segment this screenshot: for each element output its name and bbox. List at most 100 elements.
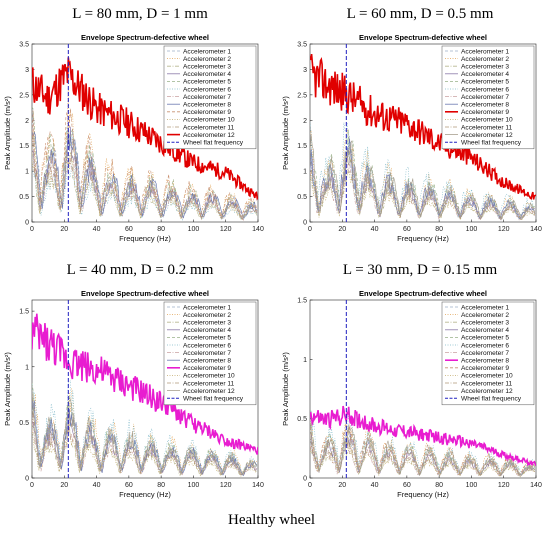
x-tick-label: 80 — [157, 482, 165, 489]
legend-label: Accelerometer 2 — [461, 312, 509, 319]
legend-label: Accelerometer 10 — [183, 373, 235, 380]
legend-label: Accelerometer 1 — [183, 48, 231, 55]
legend-label: Accelerometer 6 — [461, 86, 509, 93]
x-tick-label: 120 — [498, 482, 510, 489]
series-line-accelerometer-8 — [310, 405, 536, 467]
caption-panel-1: L = 80 mm, D = 1 mm — [72, 6, 208, 22]
legend-label: Accelerometer 6 — [183, 86, 231, 93]
legend-label: Accelerometer 11 — [461, 380, 513, 387]
legend-label: Wheel flat frequency — [461, 140, 522, 147]
legend-box — [163, 45, 257, 150]
series-line-accelerometer-5 — [310, 428, 536, 476]
x-tick-label: 100 — [188, 482, 200, 489]
data-layer — [310, 405, 536, 478]
legend-label: Accelerometer 2 — [183, 56, 231, 63]
legend-label: Accelerometer 4 — [183, 327, 231, 334]
series-line-accelerometer-11 — [310, 148, 536, 221]
legend-label: Accelerometer 10 — [183, 117, 235, 124]
y-tick-label: 2.5 — [19, 92, 29, 99]
x-tick-label: 60 — [403, 482, 411, 489]
legend-label: Accelerometer 12 — [461, 132, 513, 139]
series-line-accelerometer-9 — [32, 108, 258, 219]
y-tick-label: 0 — [25, 220, 29, 227]
x-tick-label: 40 — [371, 226, 379, 233]
series-line-accelerometer-12 — [310, 422, 536, 476]
y-tick-label: 1 — [303, 169, 307, 176]
legend-label: Accelerometer 1 — [183, 304, 231, 311]
legend-label: Accelerometer 8 — [183, 102, 231, 109]
x-tick-label: 140 — [252, 226, 264, 233]
legend-label: Accelerometer 3 — [183, 64, 231, 71]
legend-label: Accelerometer 3 — [461, 64, 509, 71]
legend-label: Accelerometer 3 — [461, 320, 509, 327]
series-line-accelerometer-11 — [32, 409, 258, 477]
y-tick-label: 3 — [25, 67, 29, 74]
legend-box — [163, 301, 257, 406]
x-tick-label: 0 — [30, 226, 34, 233]
series-line-accelerometer-11 — [310, 433, 536, 477]
y-tick-label: 3 — [303, 67, 307, 74]
legend-box — [441, 301, 535, 406]
x-tick-label: 20 — [60, 226, 68, 233]
y-tick-label: 3.5 — [297, 42, 307, 49]
legend-label: Accelerometer 12 — [461, 388, 513, 395]
series-line-accelerometer-2 — [310, 420, 536, 476]
legend-box — [441, 45, 535, 150]
y-tick-label: 0.5 — [19, 420, 29, 427]
y-axis-label: Peak Amplitude (m/s²) — [281, 352, 290, 426]
legend-label: Accelerometer 5 — [461, 79, 509, 86]
y-tick-label: 0.5 — [297, 194, 307, 201]
x-axis-label: Frequency (Hz) — [119, 234, 171, 243]
y-tick-label: 2 — [303, 118, 307, 125]
legend-label: Accelerometer 1 — [461, 304, 509, 311]
chart-svg-3: Envelope Spectrum-defective wheel 0 20 40 60… — [3, 289, 264, 499]
legend-label: Accelerometer 6 — [461, 342, 509, 349]
series-line-accelerometer-12 — [310, 134, 536, 220]
legend-label: Accelerometer 9 — [183, 109, 231, 116]
x-tick-label: 0 — [308, 482, 312, 489]
x-tick-label: 40 — [371, 482, 379, 489]
y-tick-label: 2 — [25, 118, 29, 125]
legend-label: Accelerometer 8 — [183, 358, 231, 365]
chart-panel-1: Envelope Spectrum-defective wheel 0 20 40 60… — [0, 30, 270, 252]
caption-panel-4: L = 30 mm, D = 0.15 mm — [342, 262, 498, 278]
legend-label: Accelerometer 6 — [183, 342, 231, 349]
legend-label: Accelerometer 11 — [461, 124, 513, 131]
legend-label: Accelerometer 9 — [183, 365, 231, 372]
y-axis-label: Peak Amplitude (m/s²) — [3, 352, 12, 426]
x-tick-label: 20 — [60, 482, 68, 489]
series-line-accelerometer-2 — [310, 129, 536, 220]
x-tick-label: 100 — [188, 226, 200, 233]
legend-label: Accelerometer 2 — [461, 56, 509, 63]
legend-label: Accelerometer 4 — [461, 327, 509, 334]
x-tick-label: 60 — [403, 226, 411, 233]
legend-label: Accelerometer 4 — [461, 71, 509, 78]
series-line-accelerometer-7 — [310, 153, 536, 221]
x-axis-label: Frequency (Hz) — [397, 234, 449, 243]
y-tick-label: 0.5 — [19, 194, 29, 201]
x-tick-label: 120 — [220, 482, 232, 489]
x-tick-label: 120 — [498, 226, 510, 233]
x-tick-label: 100 — [466, 226, 478, 233]
legend-label: Accelerometer 5 — [183, 335, 231, 342]
legend-label: Accelerometer 1 — [461, 48, 509, 55]
x-tick-label: 80 — [157, 226, 165, 233]
legend-label: Accelerometer 5 — [461, 335, 509, 342]
y-tick-label: 1.5 — [19, 143, 29, 150]
series-line-accelerometer-11 — [32, 133, 258, 221]
series-line-accelerometer-8 — [32, 400, 258, 477]
series-line-accelerometer-9 — [310, 53, 536, 201]
chart-panel-4: Envelope Spectrum-defective wheel 0 20 40 60… — [278, 286, 548, 508]
series-line-accelerometer-9 — [310, 416, 536, 477]
chart-panel-2: Envelope Spectrum-defective wheel 0 20 40 60… — [278, 30, 548, 252]
x-tick-label: 0 — [30, 482, 34, 489]
x-tick-label: 80 — [435, 482, 443, 489]
data-layer — [32, 57, 258, 221]
series-line-accelerometer-8 — [310, 138, 536, 220]
data-layer — [32, 313, 258, 478]
legend-label: Accelerometer 9 — [461, 109, 509, 116]
series-line-accelerometer-6 — [32, 164, 258, 221]
chart-title: Envelope Spectrum-defective wheel — [81, 289, 209, 298]
